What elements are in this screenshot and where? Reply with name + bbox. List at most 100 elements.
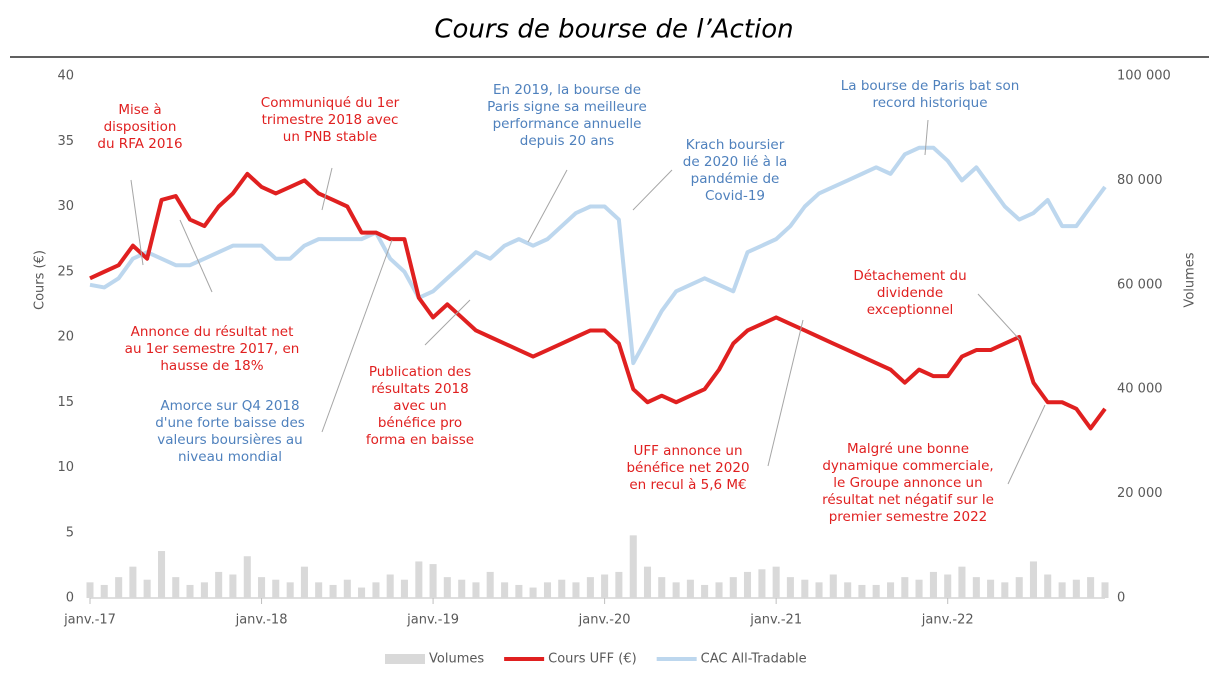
annotation-text: dividende [877,285,943,301]
y-tick-label: 25 [57,264,74,279]
annotation-text: un PNB stable [283,129,377,145]
volume-bar [501,582,509,598]
volume-bar [701,584,709,598]
volume-bar [715,582,723,598]
volume-bar [887,582,895,598]
volume-bar [758,569,766,598]
y2-axis-label: Volumes [1183,252,1198,307]
volume-bar [801,579,809,598]
volume-bar [915,579,923,598]
volume-bar [372,582,380,598]
volume-bar [987,579,995,598]
volume-bar [1044,574,1052,598]
volume-bar [1087,577,1095,598]
annotation-leader [179,219,213,293]
volume-bar [543,582,552,598]
volume-bar [343,579,351,598]
annotation-text: record historique [872,95,987,111]
annotation-text: bénéfice pro [378,415,462,431]
annotation-text: résultats 2018 [371,381,468,397]
legend-label: CAC All-Tradable [701,652,807,667]
annotation-leader [527,169,568,243]
annotation-text: en recul à 5,6 M€ [629,477,746,493]
annotation-text: dynamique commerciale, [822,458,993,474]
volume-bar [1058,582,1066,598]
y-tick-label: 5 [66,525,74,540]
annotation-text: niveau mondial [178,449,282,465]
volume-bar [829,574,837,598]
volume-bar [858,584,866,598]
volume-bar [486,571,494,598]
volume-bar [443,577,451,598]
annotation-text: Communiqué du 1er [261,95,400,111]
x-tick-label: janv.-20 [578,613,631,628]
volume-bar [929,571,937,598]
volume-bar [86,582,94,598]
series-line [89,171,1107,431]
volume-bar [558,579,566,598]
volume-bar [815,582,823,598]
annotation-leader [924,119,929,156]
annotation-text: premier semestre 2022 [829,509,988,525]
volume-bar [286,582,294,598]
annotation-text: Malgré une bonne [847,441,969,457]
x-tick-label: janv.-19 [406,613,459,628]
y-tick-label: 0 [66,591,74,606]
volume-bar [115,577,123,598]
annotation-text: performance annuelle [493,116,642,132]
volume-bar [129,566,137,598]
volume-bar [1101,582,1109,598]
annotation-text: En 2019, la bourse de [493,82,641,98]
series-line [89,145,1107,366]
legend-label: Volumes [429,652,484,667]
volume-bar [958,566,966,598]
y-tick-label: 15 [57,395,74,410]
volume-bar [743,571,752,598]
annotation-leader [1007,404,1046,485]
annotation-leader [424,299,471,346]
annotation-text: du RFA 2016 [97,136,182,152]
annotation-text: Amorce sur Q4 2018 [160,398,299,414]
x-tick-label: janv.-21 [749,613,802,628]
volume-bar [658,577,666,598]
annotation-text: bénéfice net 2020 [626,460,749,476]
legend-swatch [385,654,425,664]
annotation-text: hausse de 18% [160,358,263,374]
annotation-text: trimestre 2018 avec [262,112,399,128]
annotation-leader [321,167,333,211]
annotation-text: Krach boursier [686,137,785,153]
volume-bar [1029,561,1037,598]
x-tick-label: janv.-18 [235,613,288,628]
annotation-text: avec un [393,398,446,414]
annotation-text: Détachement du [853,268,966,284]
annotation-text: au 1er semestre 2017, en [125,341,300,357]
volume-bar [229,574,237,598]
volume-bar [315,582,323,598]
volume-bar [586,577,594,598]
volume-bar [200,582,208,598]
volume-bar [329,584,337,598]
volume-bar [1072,579,1080,598]
annotation-text: exceptionnel [867,302,954,318]
volume-bar [944,574,952,598]
volume-bar [601,574,609,598]
volume-bar [258,577,266,598]
volume-bar [472,582,480,598]
annotation-text: depuis 20 ans [520,133,614,149]
volume-bar [972,577,980,598]
volume-bar [872,584,880,598]
volume-bar [1015,577,1023,598]
volume-bar [615,571,623,598]
y-tick-label: 35 [57,134,74,149]
volume-bar [572,582,580,598]
volume-bar [415,561,423,598]
volume-bar [358,587,366,598]
y-tick-label: 40 [57,69,74,84]
annotation-text: d'une forte baisse des [155,415,305,431]
volume-bar [458,579,466,598]
annotation-text: Covid-19 [705,188,765,204]
volume-bar [215,571,223,598]
annotation-leader [767,319,804,467]
x-tick-label: janv.-17 [63,613,116,628]
